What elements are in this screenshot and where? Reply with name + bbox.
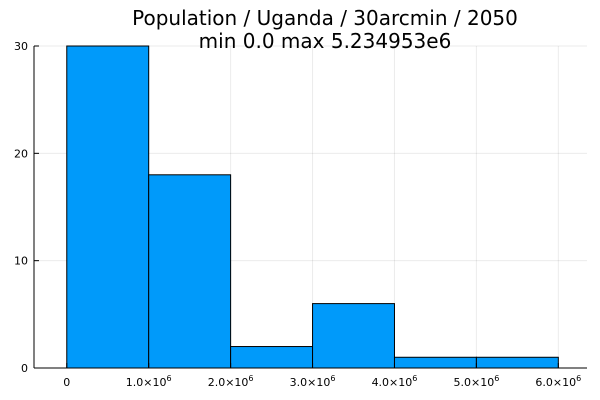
x-tick-labels: 0 1.0×106 2.0×106 3.0×106 4.0×106 5.0×106 6.0×… xyxy=(63,374,581,389)
y-tick-label: 0 xyxy=(21,362,28,375)
x-tick-label: 5.0×106 xyxy=(453,374,499,389)
histogram-bar xyxy=(230,346,314,369)
x-tick-label: 0 xyxy=(63,376,70,389)
axes xyxy=(33,45,587,369)
histogram-bar xyxy=(393,356,477,369)
y-tick-labels: 0 10 20 30 xyxy=(14,40,28,375)
bars xyxy=(66,45,559,369)
y-tick-label: 30 xyxy=(14,40,28,53)
x-tick-label: 1.0×106 xyxy=(126,374,172,389)
x-tick-label: 4.0×106 xyxy=(372,374,418,389)
histogram-bar xyxy=(312,303,395,369)
chart-title: Population / Uganda / 30arcmin / 2050 xyxy=(132,6,518,30)
x-tick-label: 6.0×106 xyxy=(535,374,581,389)
histogram-bar xyxy=(475,356,559,369)
x-tick-label: 2.0×106 xyxy=(208,374,254,389)
chart-subtitle: min 0.0 max 5.234953e6 xyxy=(199,29,452,53)
histogram-bar xyxy=(66,45,150,369)
histogram-bar xyxy=(148,174,232,369)
x-tick-label: 3.0×106 xyxy=(290,374,336,389)
y-tick-label: 10 xyxy=(14,255,28,268)
y-tick-label: 20 xyxy=(14,147,28,160)
